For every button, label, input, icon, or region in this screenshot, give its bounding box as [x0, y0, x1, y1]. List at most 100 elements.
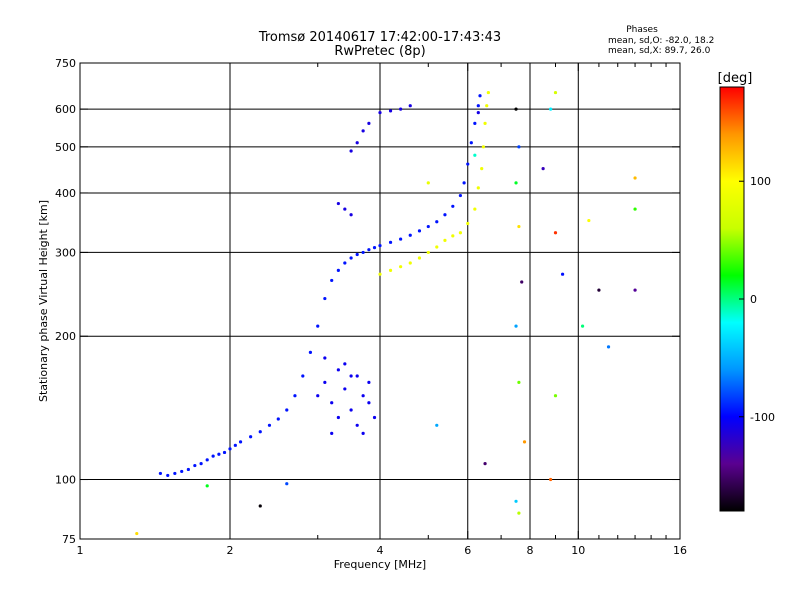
data-point	[417, 256, 422, 260]
data-point	[336, 268, 340, 273]
data-point	[349, 374, 353, 378]
data-point	[372, 246, 377, 250]
data-point	[336, 368, 340, 372]
data-point	[469, 141, 473, 145]
data-point	[549, 107, 553, 111]
data-point	[361, 250, 365, 255]
data-point	[336, 415, 340, 420]
data-point	[443, 238, 447, 242]
data-point	[186, 467, 190, 472]
y-tick-label: 300	[55, 246, 76, 259]
data-point	[158, 471, 163, 476]
data-point	[458, 193, 463, 198]
data-point	[293, 394, 297, 398]
data-point	[323, 296, 327, 301]
data-point	[349, 213, 353, 217]
data-point	[553, 394, 558, 398]
data-point	[426, 250, 430, 255]
data-point	[486, 90, 490, 95]
data-point	[553, 90, 558, 95]
data-point	[473, 207, 477, 211]
data-point	[308, 350, 313, 354]
data-point	[522, 440, 527, 444]
y-tick-label: 75	[62, 533, 76, 546]
data-point	[435, 423, 439, 427]
data-point	[249, 435, 253, 439]
data-point	[355, 423, 359, 427]
data-point	[343, 362, 347, 366]
data-point	[285, 408, 289, 412]
data-point	[372, 415, 377, 420]
data-point	[166, 473, 170, 478]
data-point	[267, 423, 272, 427]
data-point	[597, 288, 601, 292]
data-point	[553, 231, 558, 235]
data-point	[517, 511, 521, 515]
data-point	[633, 288, 637, 292]
data-point	[330, 431, 334, 435]
data-point	[458, 231, 463, 235]
data-point	[367, 401, 371, 405]
data-point	[316, 324, 320, 328]
data-point	[378, 272, 382, 276]
y-tick-label: 600	[55, 103, 76, 116]
chart-title: Tromsø 20140617 17:42:00-17:43:43	[258, 30, 501, 45]
data-point	[560, 272, 565, 276]
plot-frame	[79, 62, 681, 540]
data-point	[473, 153, 477, 157]
axis-ticks: 1 2 4 6 8 10 16 75 100 200 300 400 500 600 750	[55, 57, 687, 557]
colorbar-label: [deg]	[718, 71, 753, 86]
x-tick-label: 8	[527, 544, 534, 557]
data-point	[199, 462, 203, 466]
data-point	[462, 181, 466, 185]
data-point	[514, 499, 518, 503]
data-point	[323, 356, 327, 360]
data-point	[480, 167, 484, 171]
colorbar-ticks: 100 0 -100	[739, 175, 775, 424]
data-point	[367, 380, 371, 384]
data-point	[481, 145, 485, 149]
data-point	[517, 145, 521, 149]
data-point	[355, 252, 359, 257]
colorbar-tick-label: 0	[750, 293, 757, 306]
data-point	[258, 430, 262, 434]
data-point	[258, 504, 262, 508]
data-point	[361, 129, 365, 133]
data-point	[435, 245, 439, 249]
data-point	[361, 431, 365, 435]
data-point	[355, 141, 359, 145]
data-point	[336, 201, 340, 206]
data-point	[316, 394, 320, 398]
data-point	[549, 477, 553, 482]
data-point	[408, 104, 412, 108]
data-point	[514, 181, 518, 185]
data-point	[408, 233, 412, 237]
data-point	[483, 121, 487, 125]
data-point	[466, 162, 470, 166]
x-tick-label: 16	[673, 544, 687, 557]
data-point	[399, 237, 403, 241]
data-point	[476, 104, 480, 108]
data-point	[349, 408, 353, 412]
data-point	[276, 417, 280, 421]
data-point	[343, 207, 347, 211]
y-tick-label: 400	[55, 187, 76, 200]
data-point	[541, 167, 545, 171]
data-point	[587, 218, 591, 223]
x-tick-label: 2	[227, 544, 234, 557]
stats-line-x: mean, sd,X: 89.7, 26.0	[608, 46, 711, 56]
data-point	[301, 374, 305, 378]
data-point	[367, 248, 371, 252]
data-point	[217, 452, 221, 456]
x-tick-label: 4	[377, 544, 384, 557]
data-point	[378, 244, 382, 248]
stats-heading: Phases	[626, 25, 658, 35]
data-point	[517, 224, 521, 229]
data-point	[349, 149, 353, 153]
data-point	[205, 484, 209, 488]
y-tick-label: 750	[55, 57, 76, 70]
x-tick-label: 10	[571, 544, 585, 557]
x-axis-label: Frequency [MHz]	[334, 558, 426, 571]
data-point	[476, 111, 480, 115]
